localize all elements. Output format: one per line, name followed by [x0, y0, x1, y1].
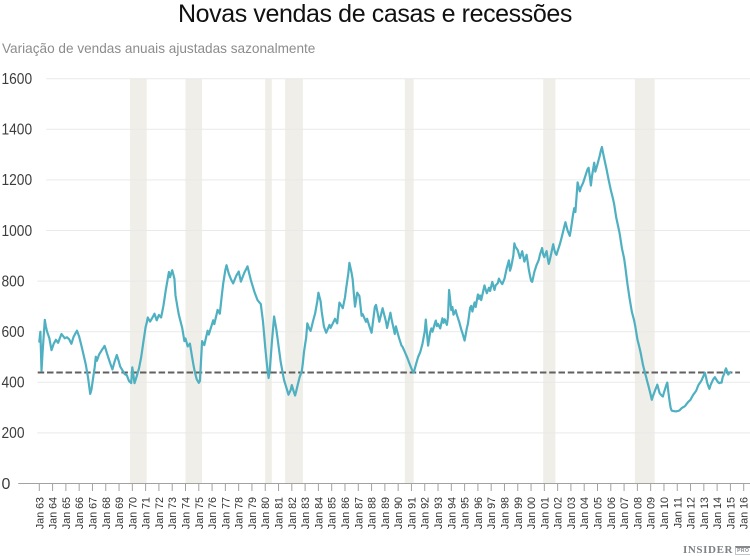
svg-text:Jan 04: Jan 04: [579, 497, 591, 529]
svg-text:Jan 98: Jan 98: [499, 497, 511, 529]
svg-text:Jan 65: Jan 65: [61, 497, 73, 529]
svg-text:Jan 13: Jan 13: [699, 497, 711, 529]
svg-text:1400: 1400: [2, 122, 33, 139]
svg-text:Jan 78: Jan 78: [234, 497, 246, 529]
svg-text:Jan 72: Jan 72: [154, 497, 166, 529]
svg-text:Jan 10: Jan 10: [659, 497, 671, 529]
svg-text:1000: 1000: [2, 223, 33, 240]
svg-text:Jan 03: Jan 03: [566, 497, 578, 529]
svg-text:Jan 87: Jan 87: [353, 497, 365, 529]
svg-text:800: 800: [2, 273, 25, 290]
svg-text:Jan 11: Jan 11: [672, 497, 684, 528]
svg-text:600: 600: [2, 324, 25, 341]
svg-text:Jan 74: Jan 74: [181, 497, 193, 529]
svg-text:200: 200: [2, 425, 25, 442]
svg-text:400: 400: [2, 375, 25, 392]
svg-text:Jan 86: Jan 86: [340, 497, 352, 529]
svg-text:Jan 80: Jan 80: [260, 497, 272, 529]
svg-text:Jan 06: Jan 06: [606, 497, 618, 529]
svg-text:Jan 99: Jan 99: [513, 497, 525, 529]
svg-text:Jan 64: Jan 64: [48, 497, 60, 529]
svg-text:Jan 97: Jan 97: [486, 497, 498, 529]
svg-text:Jan 73: Jan 73: [167, 497, 179, 529]
svg-text:Jan 79: Jan 79: [247, 497, 259, 529]
svg-text:Jan 76: Jan 76: [207, 497, 219, 529]
svg-text:Jan 02: Jan 02: [553, 497, 565, 529]
svg-text:Jan 70: Jan 70: [127, 497, 139, 529]
svg-text:Jan 71: Jan 71: [141, 497, 153, 529]
svg-text:Jan 92: Jan 92: [420, 497, 432, 529]
svg-text:Jan 63: Jan 63: [34, 497, 46, 529]
svg-text:Jan 93: Jan 93: [433, 497, 445, 529]
svg-text:Jan 67: Jan 67: [87, 497, 99, 529]
svg-text:Jan 07: Jan 07: [619, 497, 631, 529]
svg-text:Jan 66: Jan 66: [74, 497, 86, 529]
svg-text:Jan 88: Jan 88: [367, 497, 379, 529]
svg-text:Jan 00: Jan 00: [526, 497, 538, 529]
svg-text:0: 0: [2, 476, 11, 493]
svg-text:Jan 69: Jan 69: [114, 497, 126, 529]
svg-text:Jan 12: Jan 12: [686, 497, 698, 529]
svg-text:Jan 84: Jan 84: [313, 497, 325, 529]
svg-text:Jan 96: Jan 96: [473, 497, 485, 529]
svg-text:1600: 1600: [2, 71, 33, 88]
svg-text:Jan 81: Jan 81: [274, 497, 286, 529]
svg-text:Jan 05: Jan 05: [593, 497, 605, 529]
svg-text:Jan 15: Jan 15: [725, 497, 737, 529]
svg-text:Jan 77: Jan 77: [220, 497, 232, 529]
svg-text:Jan 75: Jan 75: [194, 497, 206, 529]
svg-text:Jan 09: Jan 09: [646, 497, 658, 529]
svg-text:Jan 82: Jan 82: [287, 497, 299, 529]
svg-text:Jan 83: Jan 83: [300, 497, 312, 529]
svg-text:Jan 90: Jan 90: [393, 497, 405, 529]
svg-text:Jan 94: Jan 94: [446, 497, 458, 529]
svg-text:Jan 16: Jan 16: [739, 497, 750, 529]
svg-text:Jan 89: Jan 89: [380, 497, 392, 529]
svg-text:Jan 85: Jan 85: [327, 497, 339, 529]
svg-text:Jan 95: Jan 95: [460, 497, 472, 529]
svg-text:1200: 1200: [2, 172, 33, 189]
svg-text:Jan 68: Jan 68: [101, 497, 113, 529]
svg-text:Jan 01: Jan 01: [539, 497, 551, 529]
svg-text:Jan 91: Jan 91: [406, 497, 418, 529]
svg-text:Jan 08: Jan 08: [632, 497, 644, 529]
svg-text:Jan 14: Jan 14: [712, 497, 724, 529]
